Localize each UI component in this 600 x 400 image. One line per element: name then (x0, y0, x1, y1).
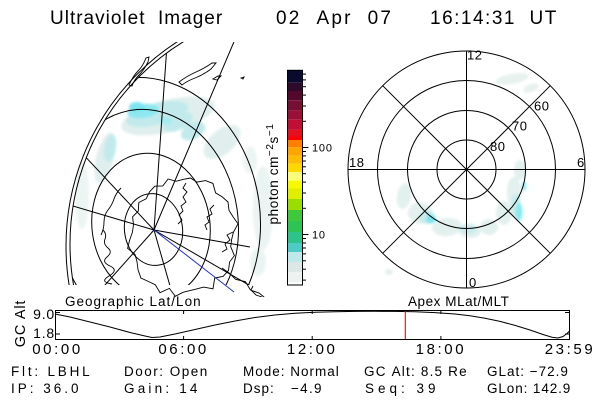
svg-text:16:14:31 UT: 16:14:31 UT (430, 8, 558, 29)
svg-text:Gain: 14: Gain: 14 (124, 381, 201, 396)
svg-text:12: 12 (467, 48, 482, 63)
svg-text:IP: 36.0: IP: 36.0 (11, 381, 82, 396)
svg-text:0: 0 (469, 275, 477, 290)
svg-text:80: 80 (490, 139, 505, 154)
svg-text:Dsp:: Dsp: (243, 381, 275, 396)
svg-text:Mode: Normal: Mode: Normal (243, 364, 340, 379)
svg-text:Geographic Lat/Lon: Geographic Lat/Lon (65, 294, 202, 309)
svg-text:6: 6 (577, 155, 585, 170)
svg-text:Apex MLat/MLT: Apex MLat/MLT (408, 294, 509, 309)
svg-text:10: 10 (312, 230, 326, 242)
svg-text:photon cm−2s−1: photon cm−2s−1 (265, 123, 281, 224)
svg-text:GLon: 142.9: GLon: 142.9 (487, 381, 571, 396)
svg-text:GLat: −72.9: GLat: −72.9 (487, 364, 569, 379)
svg-text:GC Alt: GC Alt (13, 300, 29, 348)
svg-text:60: 60 (534, 99, 549, 114)
svg-text:1.8: 1.8 (33, 325, 55, 341)
svg-text:70: 70 (512, 119, 527, 134)
svg-text:−4.9: −4.9 (291, 381, 323, 396)
svg-text:23:59: 23:59 (545, 341, 596, 358)
svg-text:100: 100 (312, 143, 333, 155)
svg-text:Ultraviolet Imager: Ultraviolet Imager (50, 8, 223, 29)
svg-text:12:00: 12:00 (287, 341, 338, 358)
svg-text:GC Alt: 8.5 Re: GC Alt: 8.5 Re (364, 364, 468, 379)
svg-text:18: 18 (349, 155, 364, 170)
svg-text:Door: Open: Door: Open (124, 364, 209, 379)
svg-text:Seq: 39: Seq: 39 (365, 381, 440, 396)
svg-text:00:00: 00:00 (32, 341, 83, 358)
svg-text:06:00: 06:00 (158, 341, 209, 358)
svg-text:18:00: 18:00 (416, 341, 467, 358)
svg-text:Flt: LBHL: Flt: LBHL (11, 364, 92, 379)
svg-text:9.0: 9.0 (33, 306, 55, 322)
svg-text:02 Apr 07: 02 Apr 07 (276, 8, 393, 29)
